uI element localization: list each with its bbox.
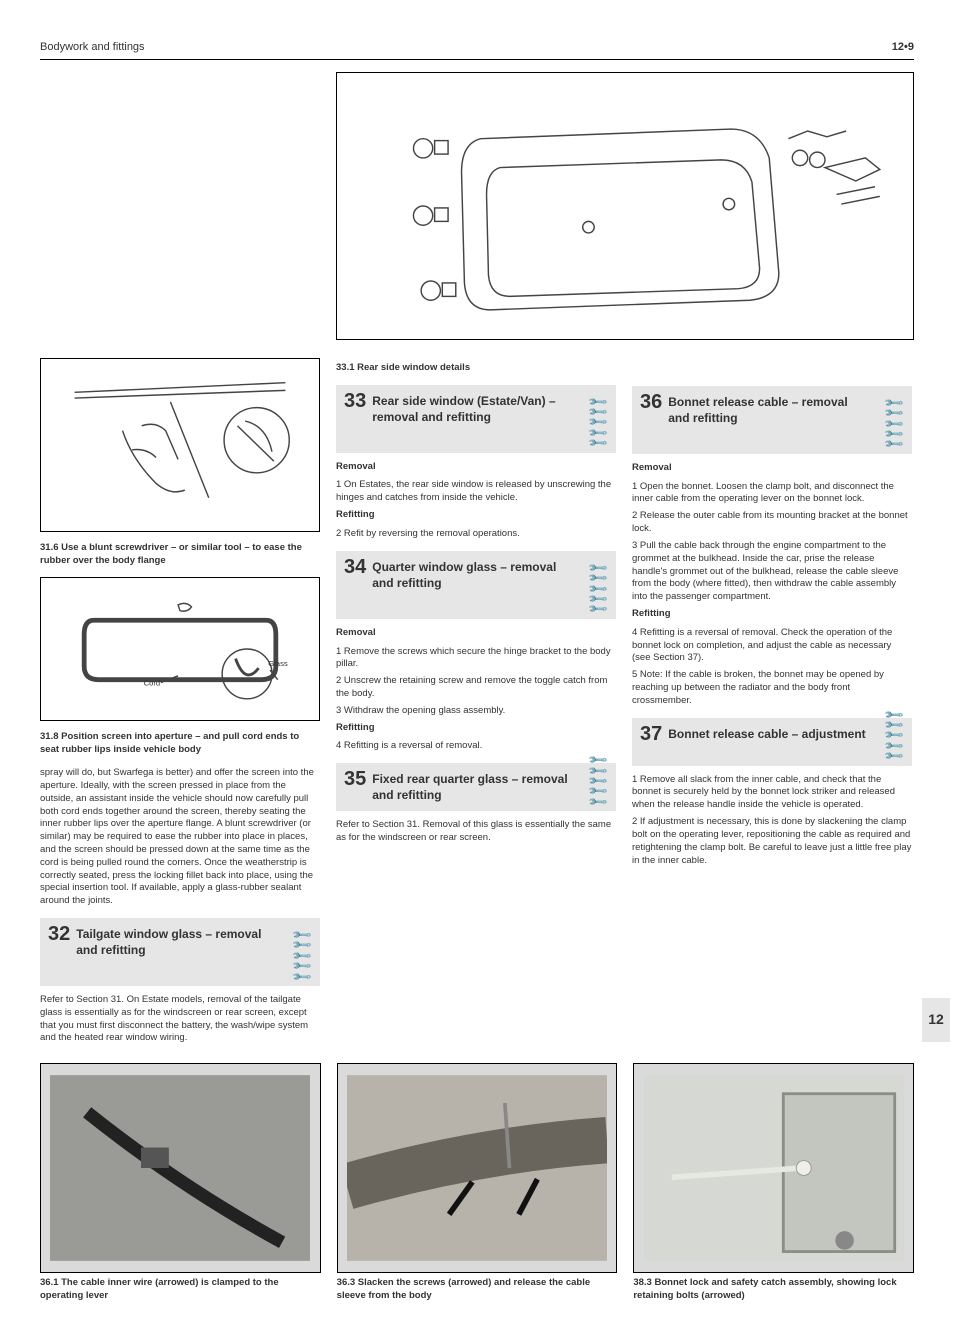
difficulty-rating: 🔧🔧🔧🔧🔧 bbox=[584, 389, 612, 449]
step-33-1: 1 On Estates, the rear side window is re… bbox=[336, 479, 616, 505]
section-33-title: Rear side window (Estate/Van) – removal … bbox=[372, 391, 608, 425]
difficulty-rating: 🔧 🔧 🔧 🔧 🔧 bbox=[288, 922, 316, 982]
section-34-title: Quarter window glass – removal and refit… bbox=[372, 557, 608, 591]
step-36-5: 5 Note: If the cable is broken, the bonn… bbox=[632, 669, 912, 707]
step-36-3: 3 Pull the cable back through the engine… bbox=[632, 540, 912, 604]
step-34-1: 1 Remove the screws which secure the hin… bbox=[336, 646, 616, 672]
photo-placeholder bbox=[50, 1073, 310, 1263]
illustration-screwdriver-rubber bbox=[65, 370, 295, 520]
illustration-screen-cord: Cord Glass bbox=[65, 589, 295, 709]
section-36-title: Bonnet release cable – removal and refit… bbox=[668, 392, 904, 426]
section-37-head: 37 Bonnet release cable – adjustment 🔧🔧🔧… bbox=[632, 718, 912, 766]
caption-36-1: 36.1 The cable inner wire (arrowed) is c… bbox=[40, 1277, 321, 1303]
figure-33-1 bbox=[336, 72, 914, 340]
section-37-title: Bonnet release cable – adjustment bbox=[668, 724, 904, 742]
step-36-1: 1 Open the bonnet. Loosen the clamp bolt… bbox=[632, 481, 912, 507]
section-33-number: 33 bbox=[344, 391, 366, 411]
figure-31-6 bbox=[40, 358, 320, 532]
figure-31-8: Cord Glass bbox=[40, 577, 320, 721]
figure-38-3: 38.3 Bonnet lock and safety catch assemb… bbox=[633, 1063, 914, 1313]
photo-placeholder bbox=[347, 1073, 607, 1263]
subhead-refitting: Refitting bbox=[336, 722, 616, 735]
section-32-body: Refer to Section 31. On Estate models, r… bbox=[40, 994, 320, 1045]
caption-31-8: 31.8 Position screen into aperture – and… bbox=[40, 731, 320, 757]
photo-placeholder bbox=[644, 1073, 904, 1263]
section-32-title: Tailgate window glass – removal and refi… bbox=[76, 924, 312, 958]
caption-38-3: 38.3 Bonnet lock and safety catch assemb… bbox=[633, 1277, 914, 1303]
section-35-title: Fixed rear quarter glass – removal and r… bbox=[372, 769, 608, 803]
subhead-refitting: Refitting bbox=[336, 509, 616, 522]
step-36-2: 2 Release the outer cable from its mount… bbox=[632, 510, 912, 536]
subhead-removal: Removal bbox=[632, 462, 912, 475]
page-section-title: Bodywork and fittings bbox=[40, 40, 145, 55]
subhead-removal: Removal bbox=[336, 461, 616, 474]
step-34-3: 3 Withdraw the opening glass assembly. bbox=[336, 705, 616, 718]
section-33-head: 33 Rear side window (Estate/Van) – remov… bbox=[336, 385, 616, 453]
difficulty-rating: 🔧🔧🔧🔧🔧 bbox=[880, 390, 908, 450]
subhead-refitting: Refitting bbox=[632, 608, 912, 621]
step-34-2: 2 Unscrew the retaining screw and remove… bbox=[336, 675, 616, 701]
caption-33-1: 33.1 Rear side window details bbox=[336, 362, 616, 375]
step-36-4: 4 Refitting is a reversal of removal. Ch… bbox=[632, 627, 912, 665]
subhead-removal: Removal bbox=[336, 627, 616, 640]
difficulty-rating: 🔧🔧🔧🔧🔧 bbox=[584, 555, 612, 615]
svg-text:Cord: Cord bbox=[144, 679, 161, 688]
chapter-tab: 12 bbox=[922, 998, 950, 1042]
section-34-number: 34 bbox=[344, 557, 366, 577]
section-32-head: 32 Tailgate window glass – removal and r… bbox=[40, 918, 320, 986]
section-36-number: 36 bbox=[640, 392, 662, 412]
continuation-text-31: spray will do, but Swarfega is better) a… bbox=[40, 767, 320, 908]
step-37-2: 2 If adjustment is necessary, this is do… bbox=[632, 816, 912, 867]
section-36-head: 36 Bonnet release cable – removal and re… bbox=[632, 386, 912, 454]
difficulty-rating: 🔧🔧🔧🔧🔧 bbox=[584, 767, 612, 807]
step-33-2: 2 Refit by reversing the removal operati… bbox=[336, 528, 616, 541]
difficulty-rating: 🔧🔧🔧🔧🔧 bbox=[880, 722, 908, 762]
page-ref: 12•9 bbox=[892, 40, 914, 55]
diagram-rear-side-window bbox=[355, 81, 895, 331]
section-32-number: 32 bbox=[48, 924, 70, 944]
caption-31-6: 31.6 Use a blunt screwdriver – or simila… bbox=[40, 542, 320, 568]
svg-text:Glass: Glass bbox=[268, 660, 288, 669]
section-34-head: 34 Quarter window glass – removal and re… bbox=[336, 551, 616, 619]
figure-36-3: 36.3 Slacken the screws (arrowed) and re… bbox=[337, 1063, 618, 1313]
step-37-1: 1 Remove all slack from the inner cable,… bbox=[632, 774, 912, 812]
figure-36-1: 36.1 The cable inner wire (arrowed) is c… bbox=[40, 1063, 321, 1313]
section-35-number: 35 bbox=[344, 769, 366, 789]
caption-36-3: 36.3 Slacken the screws (arrowed) and re… bbox=[337, 1277, 618, 1303]
section-35-body: Refer to Section 31. Removal of this gla… bbox=[336, 819, 616, 845]
section-37-number: 37 bbox=[640, 724, 662, 744]
section-35-head: 35 Fixed rear quarter glass – removal an… bbox=[336, 763, 616, 811]
step-34-4: 4 Refitting is a reversal of removal. bbox=[336, 740, 616, 753]
